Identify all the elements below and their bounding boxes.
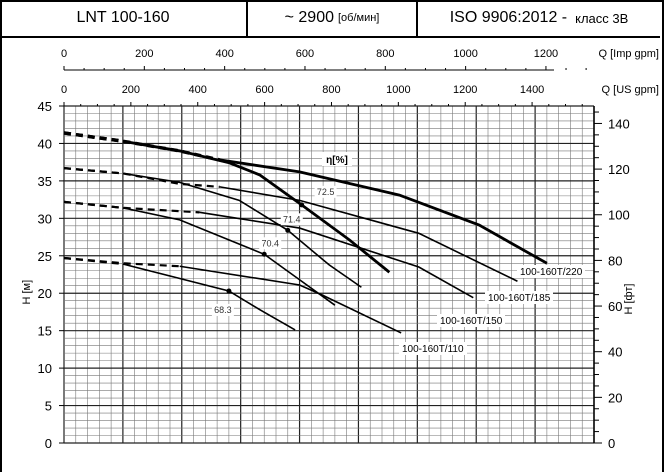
efficiency-point [261,251,267,257]
efficiency-label-bg [259,237,282,250]
efficiency-point [285,227,291,233]
right-tick-label: 100 [608,208,630,223]
efficiency-label: 72.5 [317,187,335,197]
steep-curve [122,263,296,331]
top-axis-tick-label: 1200 [453,84,477,96]
top-axis-tick-label: 800 [322,84,340,96]
standard-cell: ISO 9906:2012 - класс 3B [418,0,660,36]
right-tick-label: 140 [608,116,630,131]
top-axis-tick-label: 600 [296,48,314,60]
steep-curve [122,172,362,288]
chart-header: LNT 100-160 ~ 2900 [об/мин] ISO 9906:2012… [0,0,660,38]
head-curve-220 [219,158,548,265]
head-curve-dashed [63,167,220,188]
y-tick-label: 25 [38,249,52,264]
efficiency-point [299,202,305,208]
model-title: LNT 100-160 [76,9,170,26]
y-tick-label: 20 [38,286,52,301]
speed-value: ~ 2900 [284,9,334,26]
curve-label: 100-160T/110 [402,344,464,355]
right-tick-label: 120 [608,162,630,177]
top-axis-tick-label: 200 [122,84,140,96]
efficiency-label-bg [211,303,234,316]
right-tick-label: 80 [608,253,622,268]
top-axis-tick-label: 400 [215,48,233,60]
y-tick-label: 10 [38,361,52,376]
top-axis-tick-label: 1000 [453,48,477,60]
head-curve-110 [179,265,402,334]
curve-label-bg [485,291,553,304]
right-tick-label: 40 [608,345,622,360]
right-tick-label: 60 [608,299,622,314]
y-axis-label: H [м] [21,280,33,305]
y-tick-label: 5 [45,399,52,414]
curve-label: 100-160T/220 [520,267,583,278]
y-tick-label: 35 [38,174,52,189]
curve-label: 100-160T/185 [488,293,551,304]
top-axis-tick-label: 1200 [534,48,558,60]
efficiency-label-bg [314,185,337,198]
model-cell: LNT 100-160 [0,0,248,36]
top-axis-tick-label: 0 [61,48,67,60]
head-curve-dashed [63,256,180,268]
speed-unit: [об/мин] [338,12,380,24]
standard-label: ISO 9906:2012 - [449,9,568,26]
efficiency-label: 70.4 [261,238,279,248]
eta-label-bg [322,152,352,166]
top-axis-tick-label: 800 [376,48,394,60]
steep-curve [122,139,391,274]
pump-curve-chart: 0 5 10 15 20 25 30 35 40 45 H [м] 0 20 40 60 80 100 120 14… [21,48,659,451]
top-axis-tick-label: 200 [135,48,153,60]
top-axis-tick-label: 600 [255,84,273,96]
y-tick-label: 40 [38,136,52,151]
y-tick-label: 30 [38,211,52,226]
speed-cell: ~ 2900 [об/мин] [248,0,418,36]
curve-label: 100-160T/150 [440,316,503,327]
y-axis-right-label: H [фт] [623,284,635,315]
curve-label-bg [517,265,585,278]
top-axis-tick-label: 1400 [520,84,544,96]
head-curve-150 [199,211,474,299]
top-axis-tick-label: 0 [61,84,67,96]
head-curve-dashed [63,200,200,214]
top-axis-label: Q [Imp gpm] [598,48,659,60]
efficiency-axis-label: η[%] [326,155,348,166]
head-curve-dashed [63,131,221,162]
efficiency-label-bg [280,213,303,226]
right-tick-label: 0 [608,436,615,451]
curve-label-bg [399,342,467,355]
top-axis-tick-label: 1000 [386,84,410,96]
curve-label-bg [437,314,505,327]
y-tick-label: 15 [38,324,52,339]
y-tick-label: 0 [45,436,52,451]
head-curve-185 [219,186,518,282]
top-axis-tick-label: 400 [189,84,207,96]
efficiency-point [226,288,232,294]
efficiency-label: 68.3 [214,305,232,315]
class-label: класс 3B [575,10,629,26]
efficiency-label: 71.4 [283,214,301,224]
top-axis-label: Q [US gpm] [602,84,659,96]
right-tick-label: 20 [608,390,622,405]
y-tick-label: 45 [38,99,52,114]
